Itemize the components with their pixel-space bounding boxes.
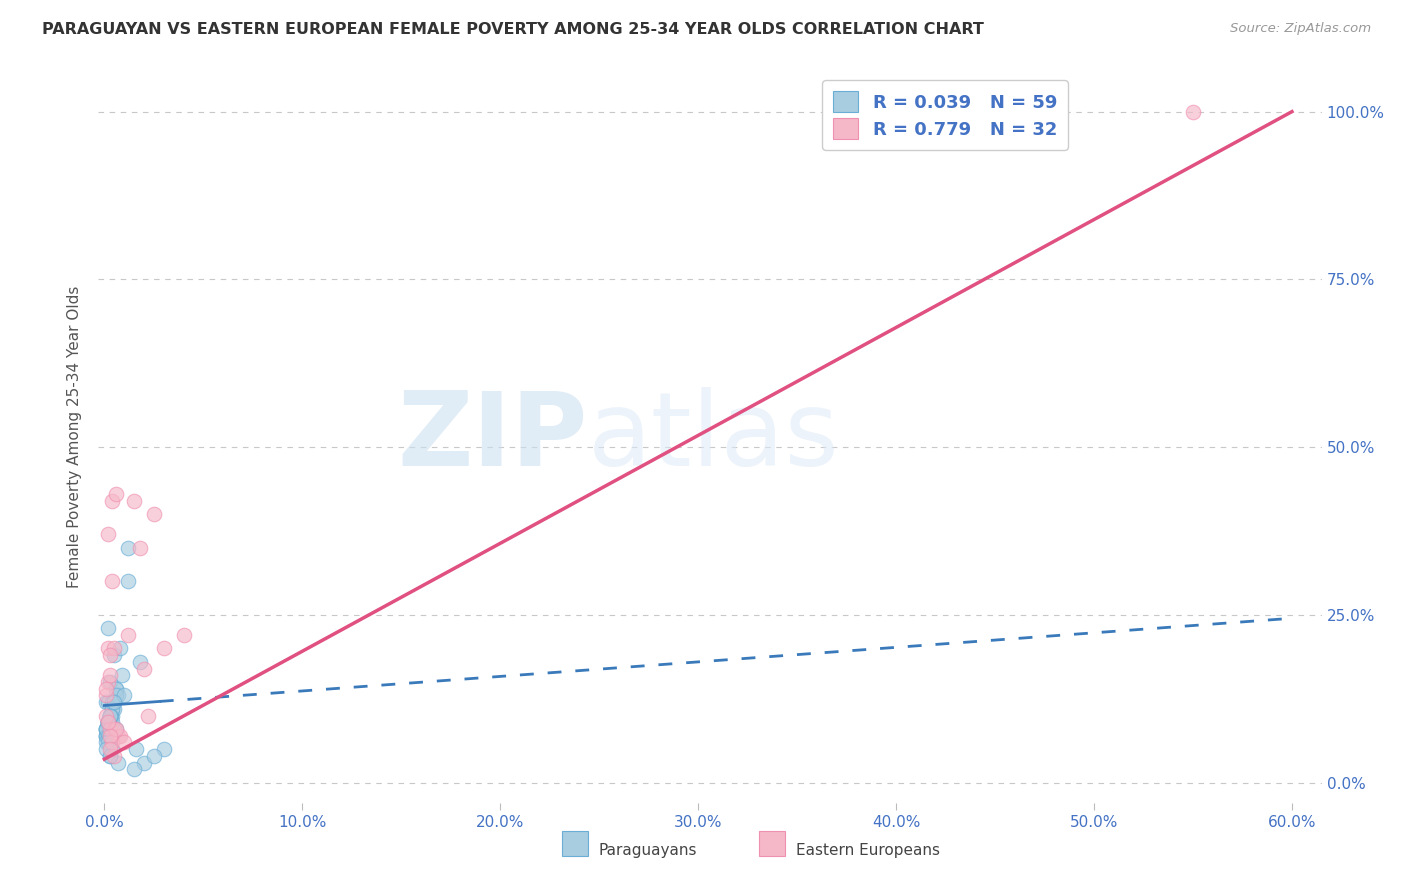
Text: atlas: atlas bbox=[588, 386, 839, 488]
Point bbox=[152, 742, 174, 756]
Point bbox=[103, 641, 125, 656]
Point bbox=[97, 715, 120, 730]
Point bbox=[97, 715, 120, 730]
Point bbox=[101, 702, 124, 716]
Point bbox=[101, 574, 124, 589]
Point bbox=[105, 681, 128, 696]
Point bbox=[96, 729, 118, 743]
Point bbox=[96, 689, 118, 703]
Point bbox=[105, 689, 128, 703]
Point bbox=[132, 756, 155, 770]
Point bbox=[97, 715, 120, 730]
Point bbox=[101, 708, 124, 723]
Point bbox=[98, 715, 121, 730]
Point bbox=[98, 708, 121, 723]
Point bbox=[107, 729, 129, 743]
Point bbox=[101, 702, 124, 716]
Point bbox=[98, 748, 121, 763]
Point bbox=[96, 722, 118, 736]
Point bbox=[97, 527, 120, 541]
Point bbox=[98, 668, 121, 682]
Point bbox=[107, 756, 129, 770]
Point bbox=[105, 722, 128, 736]
Point bbox=[97, 722, 120, 736]
Point bbox=[142, 748, 165, 763]
Point bbox=[142, 508, 165, 522]
Point bbox=[96, 708, 118, 723]
Point bbox=[96, 695, 118, 709]
Point bbox=[103, 695, 125, 709]
Point bbox=[129, 541, 152, 555]
Point bbox=[97, 621, 120, 635]
Point bbox=[105, 722, 128, 736]
Point bbox=[96, 681, 118, 696]
Point bbox=[98, 708, 121, 723]
Point bbox=[98, 708, 121, 723]
Point bbox=[103, 695, 125, 709]
Point bbox=[1181, 104, 1204, 119]
Point bbox=[122, 762, 145, 776]
Point bbox=[136, 708, 159, 723]
Point bbox=[129, 655, 152, 669]
Point bbox=[112, 735, 135, 749]
Point bbox=[101, 735, 124, 749]
Point bbox=[117, 574, 139, 589]
Point bbox=[105, 487, 128, 501]
Point bbox=[96, 722, 118, 736]
Point bbox=[152, 641, 174, 656]
Point bbox=[111, 668, 134, 682]
Point bbox=[98, 708, 121, 723]
Point bbox=[97, 715, 120, 730]
Legend: R = 0.039   N = 59, R = 0.779   N = 32: R = 0.039 N = 59, R = 0.779 N = 32 bbox=[823, 80, 1069, 150]
Point bbox=[103, 702, 125, 716]
Point bbox=[103, 722, 125, 736]
Point bbox=[125, 742, 148, 756]
Point bbox=[132, 662, 155, 676]
Point bbox=[101, 742, 124, 756]
Text: Source: ZipAtlas.com: Source: ZipAtlas.com bbox=[1230, 22, 1371, 36]
Point bbox=[117, 541, 139, 555]
Point bbox=[96, 722, 118, 736]
Point bbox=[97, 715, 120, 730]
Point bbox=[98, 708, 121, 723]
Point bbox=[97, 715, 120, 730]
Point bbox=[108, 641, 131, 656]
Point bbox=[97, 729, 120, 743]
Point bbox=[117, 628, 139, 642]
Text: ZIP: ZIP bbox=[398, 386, 588, 488]
Point bbox=[122, 493, 145, 508]
Point bbox=[103, 748, 125, 763]
Point bbox=[98, 722, 121, 736]
Point bbox=[96, 729, 118, 743]
Point bbox=[96, 735, 118, 749]
Text: PARAGUAYAN VS EASTERN EUROPEAN FEMALE POVERTY AMONG 25-34 YEAR OLDS CORRELATION : PARAGUAYAN VS EASTERN EUROPEAN FEMALE PO… bbox=[42, 22, 984, 37]
Point bbox=[96, 722, 118, 736]
Point bbox=[112, 689, 135, 703]
Point bbox=[103, 648, 125, 662]
Point bbox=[107, 689, 129, 703]
Point bbox=[98, 708, 121, 723]
Point bbox=[97, 695, 120, 709]
Point bbox=[96, 742, 118, 756]
Point bbox=[173, 628, 195, 642]
Point bbox=[101, 695, 124, 709]
Point bbox=[96, 729, 118, 743]
Point bbox=[98, 675, 121, 690]
Point bbox=[98, 742, 121, 756]
Point bbox=[101, 493, 124, 508]
Point bbox=[97, 715, 120, 730]
Point bbox=[98, 729, 121, 743]
Point bbox=[98, 748, 121, 763]
Point bbox=[101, 715, 124, 730]
Point bbox=[98, 708, 121, 723]
Point bbox=[97, 641, 120, 656]
Point bbox=[105, 681, 128, 696]
Text: Paraguayans: Paraguayans bbox=[599, 843, 697, 857]
Point bbox=[97, 675, 120, 690]
Text: Eastern Europeans: Eastern Europeans bbox=[796, 843, 939, 857]
Y-axis label: Female Poverty Among 25-34 Year Olds: Female Poverty Among 25-34 Year Olds bbox=[67, 286, 83, 588]
Point bbox=[98, 648, 121, 662]
Point bbox=[108, 729, 131, 743]
Point bbox=[97, 735, 120, 749]
